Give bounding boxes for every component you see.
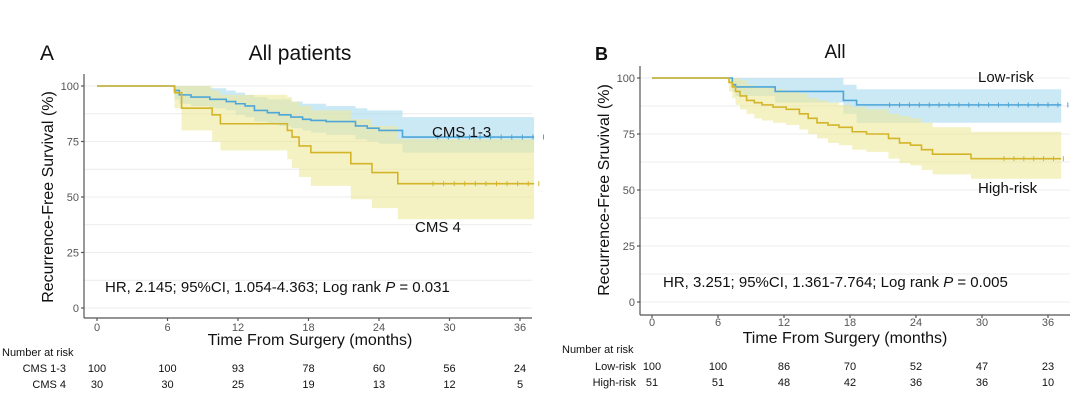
risk-count: 5: [517, 379, 523, 391]
x-tick-label: 6: [715, 317, 721, 329]
y-tick-label: 25: [623, 241, 635, 253]
y-tick-label: 50: [623, 185, 635, 197]
risk-count: 19: [302, 379, 314, 391]
panel-a-xlabel: Time From Surgery (months): [208, 332, 413, 349]
panel-b-xlabel: Time From Surgery (months): [743, 330, 948, 347]
risk-row-label: High-risk: [593, 377, 637, 389]
risk-row-label: CMS 4: [32, 379, 66, 391]
risk-count: 51: [646, 377, 658, 389]
p-value: = 0.005: [953, 274, 1008, 291]
risk-count: 100: [158, 363, 176, 375]
risk-count: 48: [778, 377, 790, 389]
risk-count: 100: [709, 361, 727, 373]
risk-count: 86: [778, 361, 790, 373]
y-tick-label: 75: [623, 129, 635, 141]
x-tick-label: 36: [514, 322, 526, 334]
x-tick-label: 18: [302, 322, 314, 334]
risk-count: 56: [443, 363, 455, 375]
survival-curve-0: [97, 85, 535, 138]
risk-count: 23: [1042, 361, 1054, 373]
y-tick-label: 0: [73, 303, 79, 315]
survival-curve-1: [652, 77, 1062, 160]
panel-b-letter: B: [595, 44, 608, 64]
y-tick-label: 0: [629, 297, 635, 309]
risk-count: 78: [302, 363, 314, 375]
panel-b-risk-title: Number at risk: [562, 344, 634, 356]
x-tick-label: 6: [164, 322, 170, 334]
group-label-1: CMS 4: [415, 219, 461, 236]
risk-count: 52: [910, 361, 922, 373]
panel-b-ylabel: Recurrence-Free Sruvival (%): [596, 84, 613, 296]
risk-count: 93: [232, 363, 244, 375]
y-tick-label: 100: [617, 73, 635, 85]
x-tick-label: 12: [778, 317, 790, 329]
risk-row-label: Low-risk: [595, 361, 636, 373]
risk-count: 51: [712, 377, 724, 389]
risk-count: 36: [976, 377, 988, 389]
y-tick-label: 50: [67, 192, 79, 204]
y-tick-label: 100: [61, 81, 79, 93]
survival-curve-1: [97, 85, 535, 185]
risk-count: 36: [910, 377, 922, 389]
panel-a-title: All patients: [249, 42, 352, 65]
panel-a-ylabel: Recurrence-Free Survival (%): [40, 91, 57, 303]
risk-count: 70: [844, 361, 856, 373]
group-label-1: High-risk: [978, 180, 1038, 197]
risk-count: 25: [232, 379, 244, 391]
x-tick-label: 24: [910, 317, 922, 329]
risk-count: 42: [844, 377, 856, 389]
risk-count: 47: [976, 361, 988, 373]
risk-count: 100: [88, 363, 106, 375]
risk-count: 60: [373, 363, 385, 375]
risk-count: 30: [161, 379, 173, 391]
hr-text: HR, 3.251; 95%CI, 1.361-7.764; Log rank: [663, 274, 943, 291]
p-symbol: P: [385, 279, 395, 296]
risk-count: 12: [443, 379, 455, 391]
y-tick-label: 25: [67, 248, 79, 260]
risk-row-label: CMS 1-3: [23, 363, 66, 375]
risk-count: 30: [91, 379, 103, 391]
group-label-0: Low-risk: [978, 69, 1034, 86]
hr-annotation: HR, 3.251; 95%CI, 1.361-7.764; Log rank …: [663, 274, 1008, 291]
x-tick-label: 18: [844, 317, 856, 329]
hr-annotation: HR, 2.145; 95%CI, 1.054-4.363; Log rank …: [105, 279, 450, 296]
x-tick-label: 0: [649, 317, 655, 329]
panel-b-plot: Low-risk High-risk 0 25 50 75 100 0 6 12 18 24 30 36 H…: [593, 66, 1070, 389]
x-tick-label: 12: [232, 322, 244, 334]
panel-a-risk-title: Number at risk: [2, 347, 74, 359]
x-tick-label: 36: [1042, 317, 1054, 329]
risk-count: 100: [643, 361, 661, 373]
risk-count: 24: [514, 363, 526, 375]
p-value: = 0.031: [395, 279, 450, 296]
x-tick-label: 30: [976, 317, 988, 329]
panel-a-letter: A: [40, 42, 54, 65]
panel-b-title: All: [824, 42, 845, 63]
x-tick-label: 24: [373, 322, 385, 334]
x-tick-label: 0: [94, 322, 100, 334]
risk-count: 13: [373, 379, 385, 391]
group-label-0: CMS 1-3: [432, 124, 491, 141]
y-tick-label: 75: [67, 137, 79, 149]
x-tick-label: 30: [443, 322, 455, 334]
p-symbol: P: [943, 274, 953, 291]
panel-a-plot: CMS 1-3 CMS 4 0 25 50 75 100 0 6 12 18 24 30 36 HR, 2.…: [23, 74, 544, 391]
hr-text: HR, 2.145; 95%CI, 1.054-4.363; Log rank: [105, 279, 385, 296]
risk-count: 10: [1042, 377, 1054, 389]
